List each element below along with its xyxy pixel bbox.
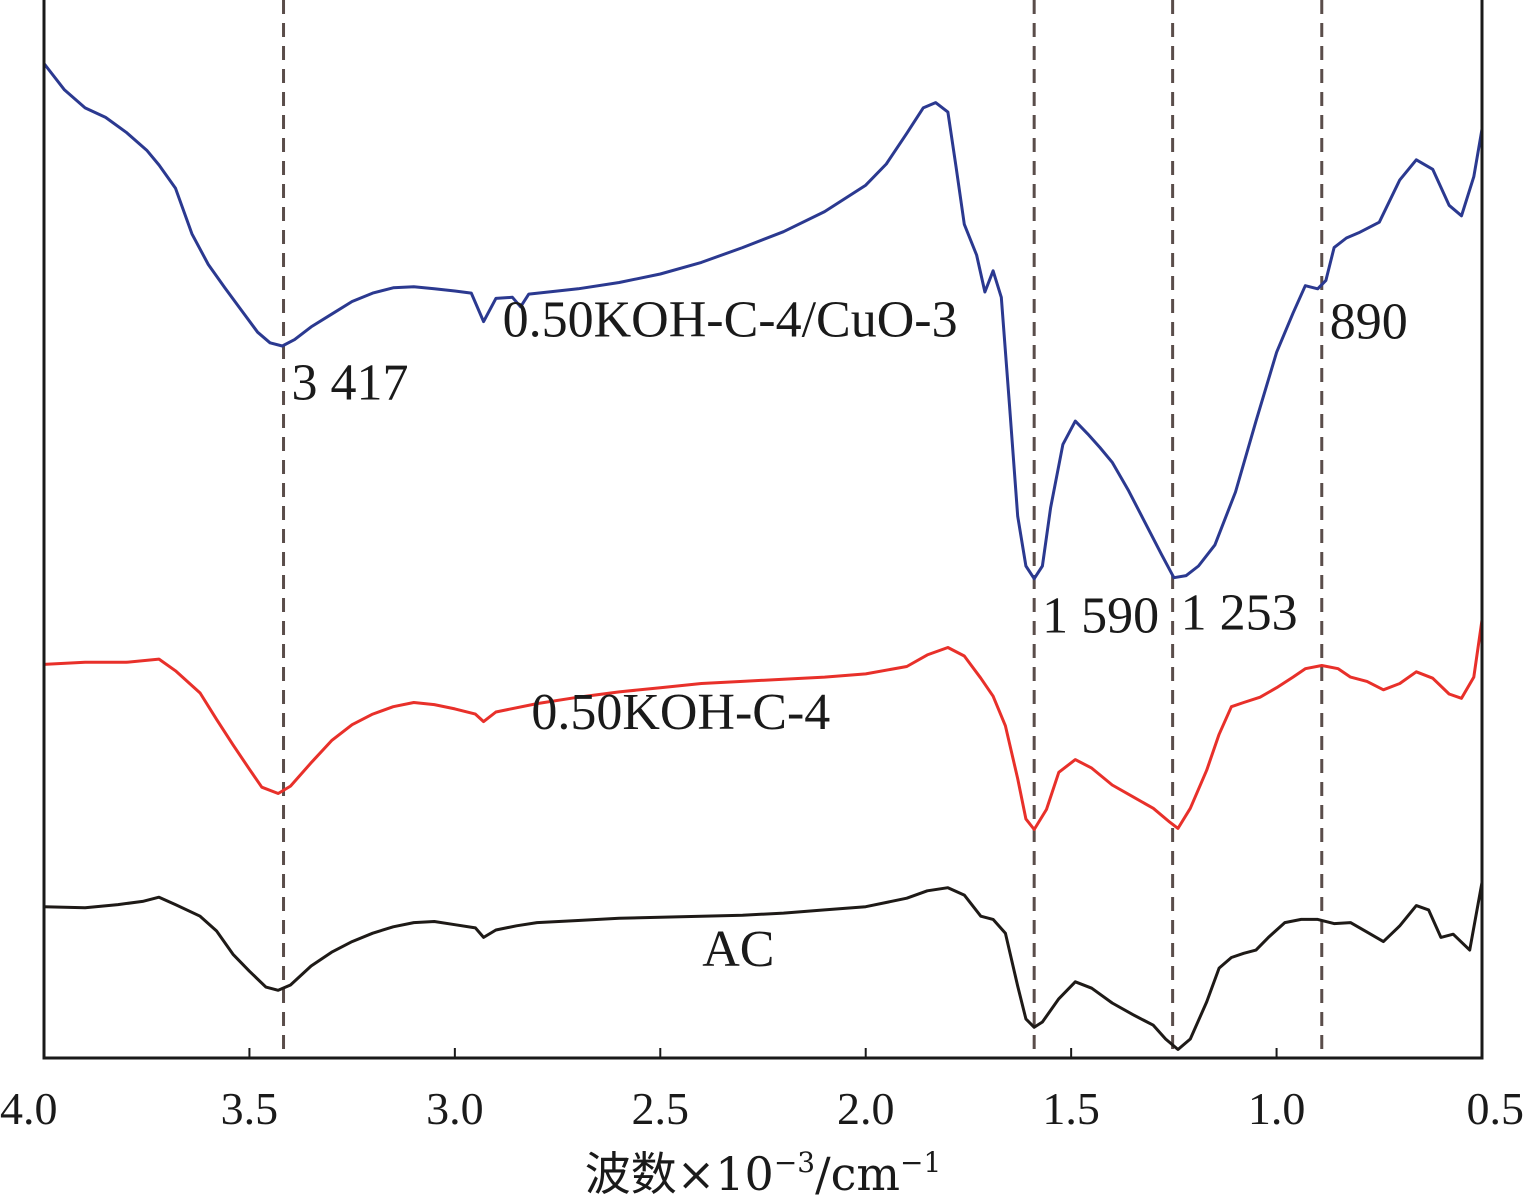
peak-label-0: 3 417: [292, 354, 409, 411]
x-tick-label-1: 3.5: [221, 1083, 279, 1134]
peak-labels: 3 417 1 590 1 253 890: [292, 294, 1408, 645]
peak-label-1: 1 590: [1042, 588, 1159, 645]
x-tick-label-3: 2.5: [632, 1083, 690, 1134]
x-tick-label-0: 4.0: [0, 1083, 58, 1134]
series-label-0-50koh-c-4: 0.50KOH-C-4: [531, 684, 830, 741]
peak-label-2: 1 253: [1181, 584, 1298, 641]
x-axis-title-unit: /cm: [815, 1147, 900, 1197]
series-line-0-50koh-c-4-cuo-3: [42, 62, 1484, 581]
series-line-0-50koh-c-4: [43, 619, 1484, 831]
x-axis: 4.0 3.5 3.0 2.5 2.0 1.5 1.0 0.5: [0, 1048, 1524, 1134]
x-tick-label-2: 3.0: [426, 1083, 484, 1134]
series-label-ac: AC: [702, 921, 774, 978]
plot-frame: [42, 0, 1484, 1060]
x-axis-title-main: 波数×10: [585, 1147, 774, 1197]
x-tick-label-5: 1.5: [1042, 1083, 1100, 1134]
reference-lines: [282, 0, 1324, 1058]
series-lines: [42, 62, 1484, 1051]
series-labels: 0.50KOH-C-4/CuO-3 0.50KOH-C-4 AC: [503, 291, 958, 978]
x-tick-label-7: 0.5: [1467, 1083, 1524, 1134]
x-tick-label-4: 2.0: [837, 1083, 895, 1134]
series-line-ac: [43, 882, 1484, 1051]
x-axis-title-exponent: −3: [774, 1146, 815, 1179]
peak-label-3: 890: [1330, 294, 1408, 351]
x-axis-title-unit-exponent: −1: [900, 1146, 941, 1179]
x-tick-label-6: 1.0: [1248, 1083, 1306, 1134]
x-axis-title: 波数×10−3/cm−1: [585, 1146, 942, 1197]
series-label-0-50koh-c-4-cuo-3: 0.50KOH-C-4/CuO-3: [503, 291, 958, 348]
